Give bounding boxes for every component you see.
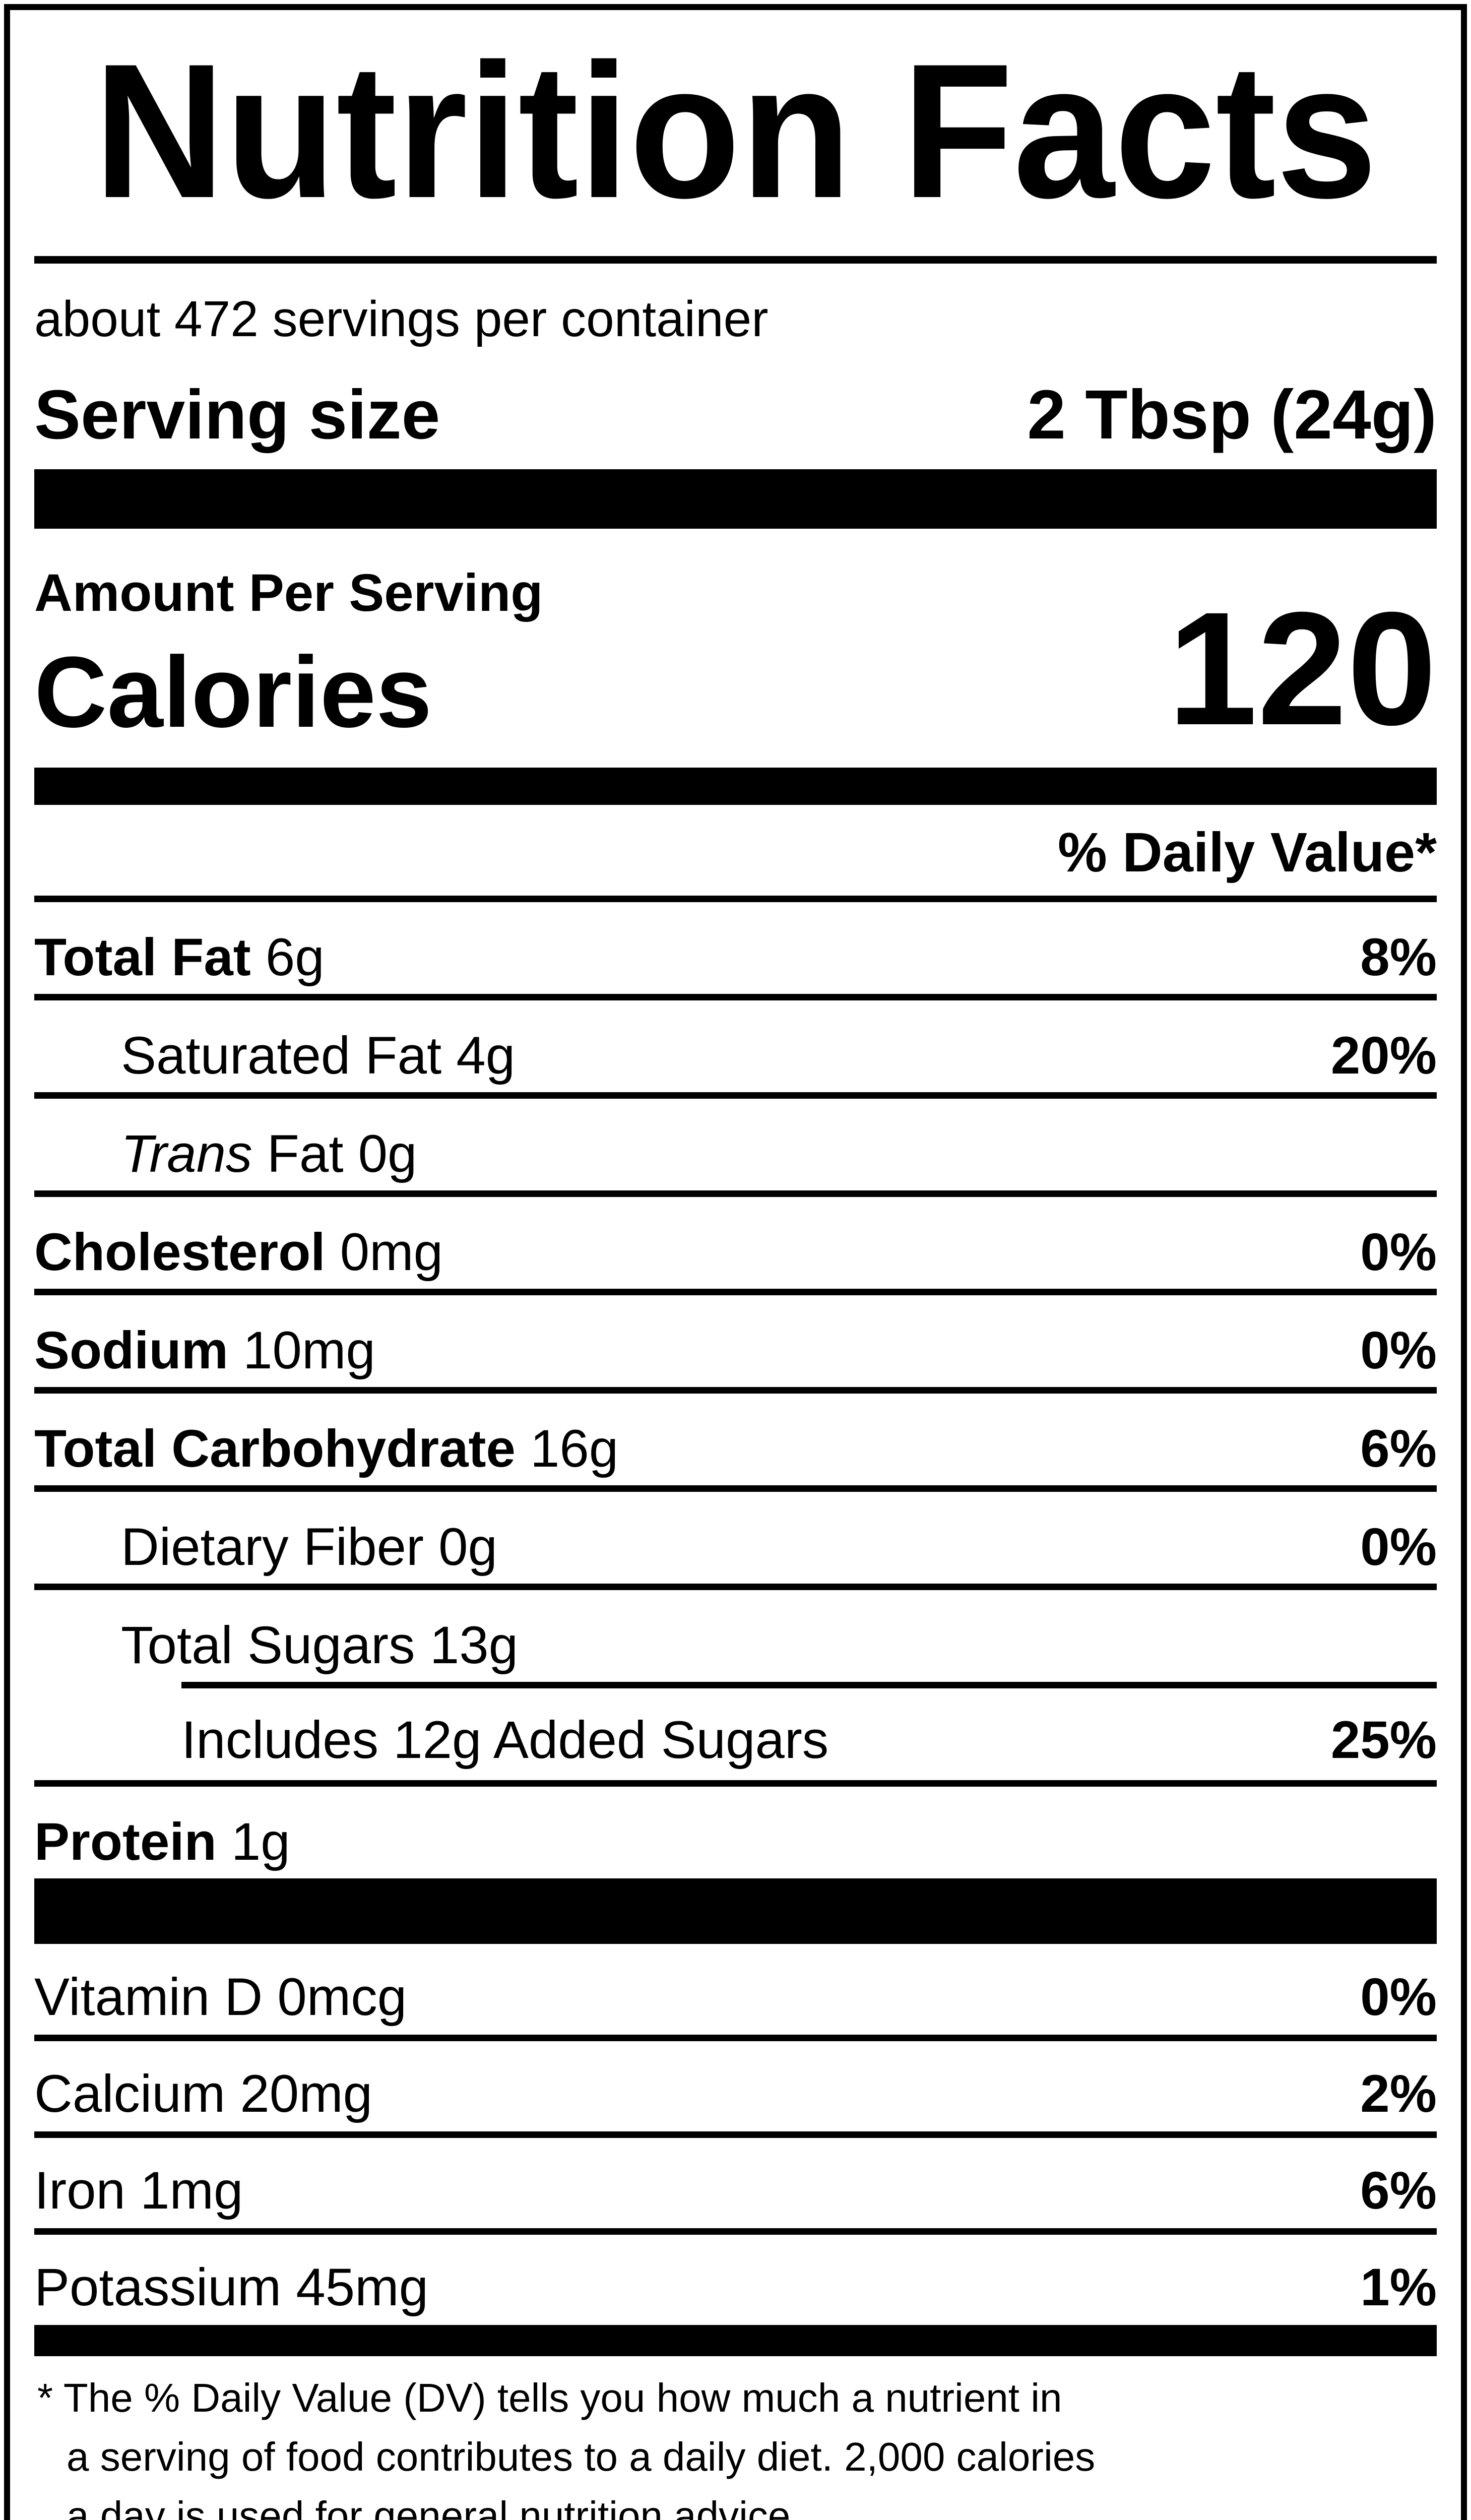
section-bar-protein [34, 1878, 1437, 1944]
serving-size-label: Serving size [34, 376, 440, 454]
vitamin-row: Potassium 45mg 1% [34, 2228, 1437, 2325]
nutrient-name: Trans Fat 0g [121, 1124, 417, 1183]
title-divider [34, 256, 1437, 264]
nutrition-facts-label: Nutrition Facts about 472 servings per c… [4, 4, 1467, 2520]
vitamin-dv: 0% [1360, 1967, 1437, 2027]
footnote-line: a serving of food contributes to a daily… [67, 2434, 1096, 2479]
footnote-line: * The % Daily Value (DV) tells you how m… [37, 2375, 1062, 2420]
nutrient-row: Dietary Fiber 0g 0% [34, 1485, 1437, 1584]
nutrient-dv: 25% [1330, 1711, 1437, 1770]
vitamin-name: Iron 1mg [34, 2161, 243, 2220]
vitamin-dv: 1% [1360, 2258, 1437, 2317]
nutrient-dv: 0% [1360, 1517, 1437, 1577]
vitamin-name: Vitamin D 0mcg [34, 1967, 407, 2027]
nutrient-row: Total Sugars 13g [34, 1584, 1437, 1682]
nutrient-name: Saturated Fat 4g [121, 1026, 516, 1085]
vitamin-name: Calcium 20mg [34, 2064, 373, 2123]
nutrient-dv: 0% [1360, 1222, 1437, 1282]
nutrient-name: Dietary Fiber 0g [121, 1517, 497, 1577]
serving-size-value: 2 Tbsp (24g) [1027, 376, 1437, 454]
vitamin-row: Vitamin D 0mcg 0% [34, 1944, 1437, 2035]
calories-label: Calories [34, 636, 432, 748]
nutrient-name: Sodium 10mg [34, 1320, 375, 1380]
section-bar-top [34, 469, 1437, 529]
nutrient-row: Protein 1g [34, 1780, 1437, 1878]
vitamin-rows: Vitamin D 0mcg 0% Calcium 20mg 2% Iron 1… [34, 1944, 1437, 2325]
nutrient-row: Trans Fat 0g [34, 1092, 1437, 1190]
daily-value-header: % Daily Value* [1057, 822, 1437, 884]
nutrient-row: Includes 12g Added Sugars 25% [34, 1682, 1437, 1780]
calories-value: 120 [1168, 578, 1437, 759]
nutrient-name: Protein 1g [34, 1812, 290, 1871]
nutrient-dv: 0% [1360, 1320, 1437, 1380]
nutrient-row: Cholesterol 0mg 0% [34, 1190, 1437, 1289]
servings-per-container: about 472 servings per container [34, 291, 769, 347]
nutrient-dv: 20% [1330, 1026, 1437, 1085]
footnote-line: a day is used for general nutrition advi… [67, 2493, 802, 2520]
nutrient-name: Total Sugars 13g [121, 1615, 519, 1675]
label-title: Nutrition Facts [93, 24, 1378, 238]
nutrient-name: Cholesterol 0mg [34, 1222, 443, 1282]
vitamin-row: Calcium 20mg 2% [34, 2035, 1437, 2131]
nutrient-name: Total Fat 6g [34, 927, 325, 987]
vitamin-dv: 2% [1360, 2064, 1437, 2123]
vitamin-dv: 6% [1360, 2161, 1437, 2220]
nutrient-dv: 8% [1360, 927, 1437, 987]
vitamin-row: Iron 1mg 6% [34, 2131, 1437, 2228]
nutrient-row: Sodium 10mg 0% [34, 1289, 1437, 1387]
footnote: * The % Daily Value (DV) tells you how m… [34, 2368, 1437, 2520]
daily-value-divider [34, 896, 1437, 902]
amount-per-serving: Amount Per Serving [34, 563, 543, 622]
calories-section: Amount Per Serving Calories 120 [34, 529, 1437, 768]
nutrient-name: Includes 12g Added Sugars [181, 1711, 829, 1770]
nutrient-dv: 6% [1360, 1419, 1437, 1478]
vitamin-name: Potassium 45mg [34, 2258, 429, 2317]
nutrient-name: Total Carbohydrate 16g [34, 1419, 619, 1478]
nutrient-row: Saturated Fat 4g 20% [34, 994, 1437, 1092]
nutrient-rows: Total Fat 6g 8% Saturated Fat 4g 20% Tra… [34, 902, 1437, 1878]
section-bar-calories [34, 768, 1437, 805]
nutrient-row: Total Carbohydrate 16g 6% [34, 1387, 1437, 1485]
serving-size-row: Serving size 2 Tbsp (24g) [34, 364, 1437, 465]
section-bar-vitamins [34, 2325, 1437, 2356]
nutrient-row: Total Fat 6g 8% [34, 902, 1437, 994]
